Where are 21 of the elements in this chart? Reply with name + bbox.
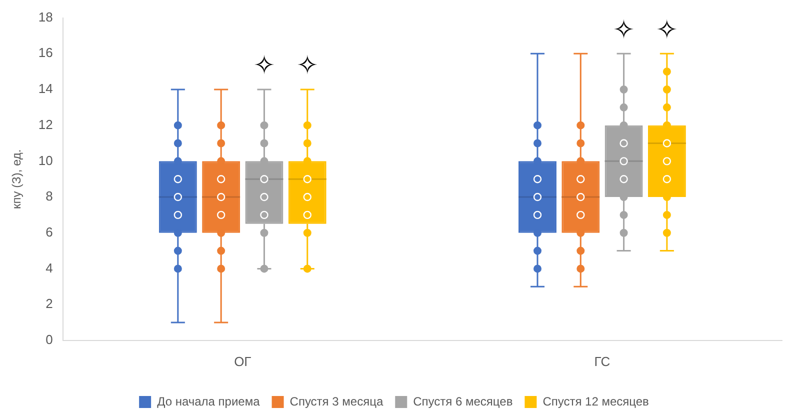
y-axis-title: кпу (З), ед. [10, 149, 24, 209]
legend-label: Спустя 12 месяцев [542, 394, 649, 408]
legend-label: Спустя 6 месяцев [413, 394, 513, 408]
annotation: ✧ [656, 15, 678, 46]
legend-label: Спустя 3 месяца [290, 394, 384, 408]
y-tick-label: 18 [38, 9, 53, 24]
y-tick-label: 16 [38, 45, 53, 60]
legend-label: До начала приема [157, 394, 260, 408]
y-tick-label: 14 [38, 81, 53, 96]
annotation: ✧ [253, 51, 276, 82]
y-tick-label: 0 [46, 332, 53, 347]
y-tick-label: 4 [46, 260, 53, 276]
annotation: ✧ [612, 15, 635, 46]
y-tick-label: 2 [46, 296, 53, 312]
x-tick-label: ОГ [234, 354, 252, 369]
y-tick-label: 10 [38, 152, 53, 168]
annotation: ✧ [296, 51, 318, 82]
y-tick-label: 6 [46, 224, 53, 240]
x-tick-label: ГС [594, 354, 610, 369]
y-tick-label: 8 [46, 188, 53, 204]
y-tick-label: 12 [38, 116, 53, 132]
